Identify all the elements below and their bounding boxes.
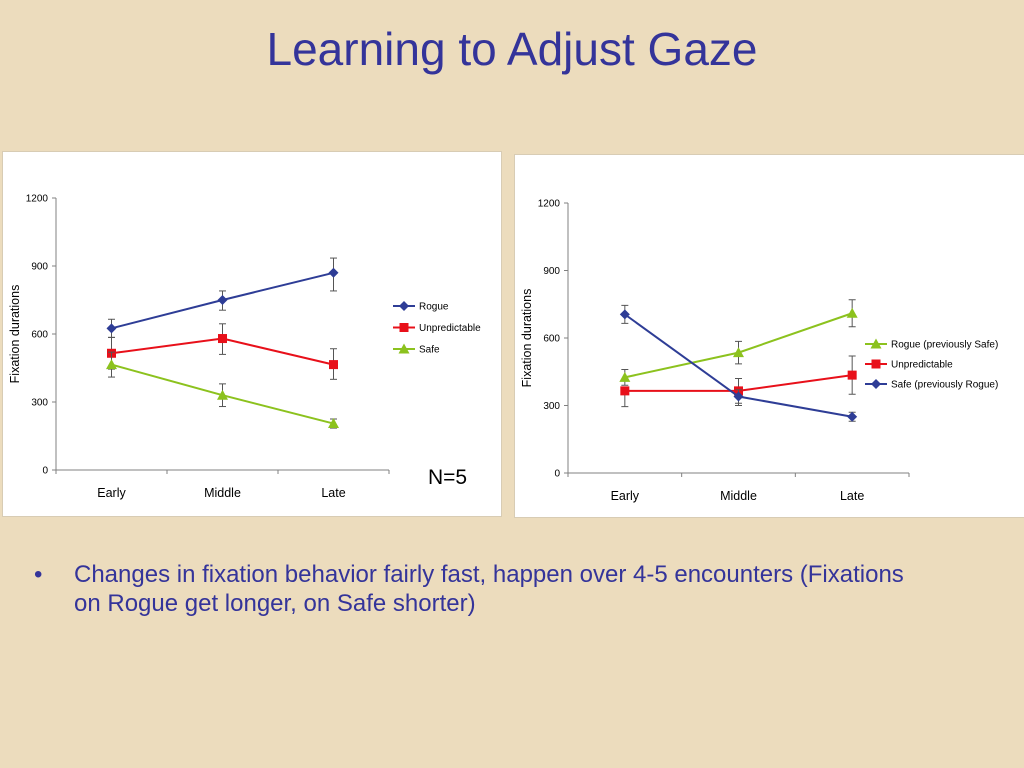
- legend-swatch-marker: [871, 379, 881, 389]
- data-point: [733, 347, 744, 358]
- x-tick-label: Early: [97, 486, 126, 500]
- legend-label: Unpredictable: [891, 360, 953, 371]
- y-tick-label: 1200: [26, 194, 49, 205]
- legend-label: Safe (previously Rogue): [891, 380, 998, 391]
- data-point: [620, 386, 630, 396]
- y-tick-label: 900: [31, 262, 48, 273]
- data-point: [619, 371, 631, 382]
- bullet-item: • Changes in fixation behavior fairly fa…: [34, 560, 934, 618]
- bullet-list: • Changes in fixation behavior fairly fa…: [34, 560, 934, 618]
- legend-swatch-marker: [399, 323, 409, 332]
- y-tick-label: 0: [42, 466, 48, 477]
- x-tick-label: Late: [321, 486, 345, 500]
- data-point: [733, 391, 744, 402]
- data-point: [217, 389, 228, 400]
- x-tick-label: Middle: [204, 486, 241, 500]
- chart-right: 0 300 600 900 1200 Early Middle Late Fixation du…: [520, 199, 998, 504]
- data-point: [846, 307, 858, 318]
- data-point: [106, 359, 117, 370]
- x-tick-label: Late: [840, 489, 864, 503]
- chart-panel-right: 0 300 600 900 1200 Early Middle Late Fixation du…: [515, 155, 1024, 517]
- legend-swatch-marker: [871, 359, 881, 369]
- legend-swatch-marker: [870, 338, 882, 349]
- data-point: [328, 267, 339, 278]
- y-tick-label: 300: [31, 398, 48, 409]
- bullet-marker: •: [34, 561, 43, 588]
- legend-label: Unpredictable: [419, 323, 481, 334]
- legend-swatch-marker: [398, 343, 410, 354]
- y-tick-label: 300: [543, 401, 560, 412]
- data-point: [847, 411, 858, 422]
- data-point: [329, 360, 338, 370]
- legend-label: Rogue: [419, 302, 449, 313]
- data-point: [217, 295, 228, 305]
- legend-label: Rogue (previously Safe): [891, 340, 998, 351]
- data-point: [847, 370, 857, 380]
- data-point: [218, 334, 227, 344]
- y-tick-label: 0: [554, 469, 560, 480]
- data-point: [328, 418, 339, 429]
- sample-size-label: N=5: [428, 466, 468, 489]
- y-axis-label: Fixation durations: [8, 285, 22, 384]
- y-tick-label: 1200: [538, 199, 561, 210]
- x-tick-label: Early: [611, 489, 640, 503]
- y-tick-label: 600: [31, 330, 48, 341]
- chart-left: 0 300 600 900 1200 Early Middle Late Fixation du…: [8, 194, 481, 501]
- y-tick-label: 900: [543, 266, 560, 277]
- chart-panel-left: 0 300 600 900 1200 Early Middle Late Fixation du…: [3, 152, 501, 516]
- bullet-text: Changes in fixation behavior fairly fast…: [74, 561, 904, 617]
- legend-swatch-marker: [399, 301, 409, 311]
- slide-title: Learning to Adjust Gaze: [266, 23, 758, 75]
- x-tick-label: Middle: [720, 489, 757, 503]
- data-point: [619, 309, 630, 320]
- y-axis-label: Fixation durations: [520, 289, 534, 388]
- y-tick-label: 600: [543, 334, 560, 345]
- legend-label: Safe: [419, 345, 440, 356]
- data-point: [106, 323, 117, 334]
